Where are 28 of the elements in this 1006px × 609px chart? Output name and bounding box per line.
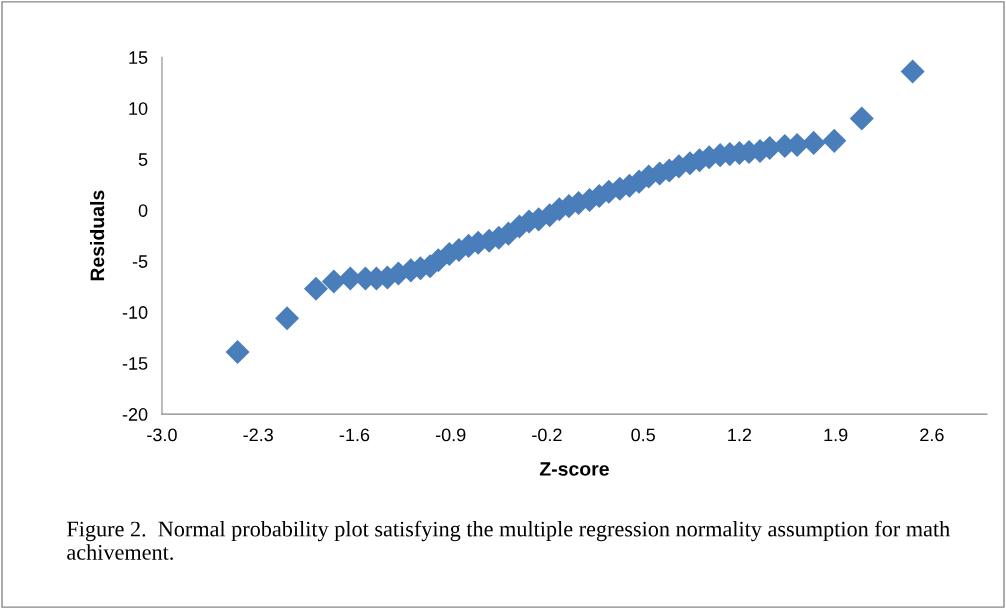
point <box>321 269 346 294</box>
x-tick-label: -0.2 <box>532 428 562 442</box>
x-tick-label: -1.6 <box>339 428 370 442</box>
point <box>303 276 328 301</box>
point <box>225 339 250 364</box>
point <box>822 128 847 153</box>
caption: Figure 2. Normal probability plot satisfying the multiple regression normality assumption for math achivement. <box>67 520 950 560</box>
x-tick-label: 2.6 <box>920 428 944 442</box>
x-tick-label: -0.9 <box>435 428 466 442</box>
x-tick-label: 1.2 <box>728 428 752 442</box>
y-axis-title: Residuals <box>89 190 105 281</box>
x-tick-label: -3.0 <box>147 428 177 442</box>
y-tick-label: 10 <box>129 102 148 115</box>
y-tick-label: -15 <box>122 357 148 370</box>
x-tick-label: -2.3 <box>243 428 273 442</box>
point <box>900 59 925 84</box>
point <box>801 130 826 155</box>
point <box>275 306 300 331</box>
y-tick-label: 5 <box>138 153 148 166</box>
y-tick-label: 15 <box>129 51 148 64</box>
x-axis-title: Z-score <box>539 462 609 476</box>
x-tick-label: 1.9 <box>824 428 848 442</box>
y-tick-label: 0 <box>138 204 148 217</box>
y-tick-label: -20 <box>122 408 148 421</box>
point <box>849 106 874 131</box>
y-tick-label: -5 <box>132 255 148 268</box>
x-tick-label: 0.5 <box>631 428 655 442</box>
y-tick-label: -10 <box>122 306 148 319</box>
